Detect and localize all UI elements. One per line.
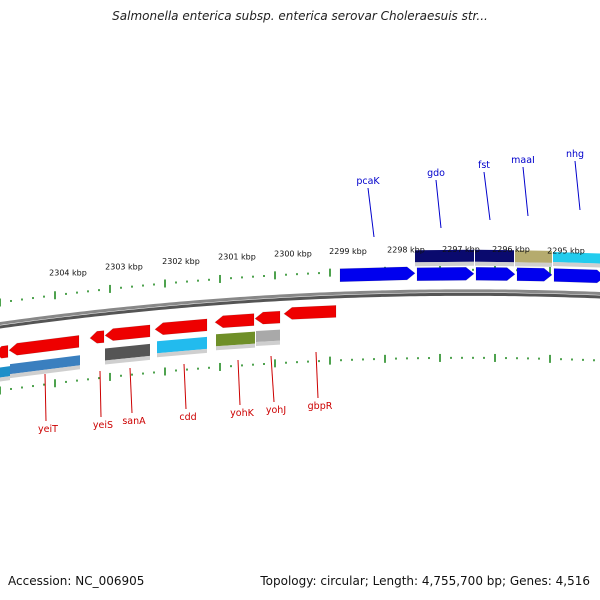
kbp-label: 2300 kbp <box>274 249 312 258</box>
cog-box-shade <box>415 261 474 267</box>
reverse-gene-arrow <box>254 310 281 325</box>
gene-label-sanA: sanA <box>122 416 146 427</box>
cog-box <box>0 366 10 378</box>
cog-box <box>256 329 280 342</box>
label-line <box>237 359 241 406</box>
tick-marks <box>0 265 595 395</box>
kbp-label: 2299 kbp <box>329 247 367 256</box>
label-line <box>99 370 102 418</box>
label-line <box>129 367 133 414</box>
reverse-gene-arrow <box>214 313 255 329</box>
cog-box-shade <box>256 340 280 346</box>
label-lines <box>44 160 581 422</box>
cog-box <box>515 250 552 263</box>
label-line <box>367 187 375 238</box>
cog-box <box>553 252 600 264</box>
kbp-label: 2296 kbp <box>492 245 530 254</box>
gene-label-gdo: gdo <box>427 168 445 179</box>
cog-box <box>475 249 514 263</box>
cog-box-shade <box>553 262 600 268</box>
gene-label-gbpR: gbpR <box>308 401 333 412</box>
kbp-label: 2301 kbp <box>218 253 256 262</box>
gene-label-maaI: maaI <box>511 155 535 166</box>
label-line <box>44 373 47 422</box>
label-line <box>522 166 529 217</box>
cog-box <box>415 249 474 263</box>
label-line <box>315 351 319 399</box>
gene-label-nhg: nhg <box>566 149 584 160</box>
feature-tracks <box>0 266 600 359</box>
backbone-line <box>0 289 600 326</box>
cog-box-shade <box>515 262 552 267</box>
forward-gene-arrow <box>553 268 600 284</box>
gene-label-yohK: yohK <box>230 408 254 419</box>
accession-text: Accession: NC_006905 <box>8 574 145 588</box>
kbp-label: 2295 kbp <box>547 246 585 255</box>
kbp-label: 2302 kbp <box>162 257 200 266</box>
gene-label-yeiS: yeiS <box>93 420 113 431</box>
forward-gene-arrow <box>516 267 553 282</box>
cog-box <box>105 343 150 361</box>
forward-gene-arrow <box>339 266 416 283</box>
cog-box <box>216 331 255 347</box>
label-line <box>270 355 275 403</box>
kbp-label: 2298 kbp <box>387 245 425 254</box>
reverse-gene-arrow <box>8 335 80 356</box>
cog-box <box>10 355 80 375</box>
label-line <box>483 171 491 221</box>
reverse-gene-arrow <box>283 305 337 320</box>
labels: 2295 kbp 2296 kbp 2297 kbp 2298 kbp 2299 kbp… <box>38 149 585 435</box>
cog-box-shade <box>475 261 514 267</box>
label-line <box>574 160 581 211</box>
gene-label-cdd: cdd <box>179 412 196 423</box>
cog-box <box>157 336 207 354</box>
cog-box-shade <box>216 343 255 351</box>
cog-box-shade <box>10 365 80 379</box>
gene-label-yohJ: yohJ <box>266 405 286 416</box>
cog-box-shade <box>157 348 207 358</box>
label-line <box>183 363 187 410</box>
map-title: Salmonella enterica subsp. enterica sero… <box>112 9 488 23</box>
gene-label-pcaK: pcaK <box>356 176 380 187</box>
label-line <box>435 179 442 229</box>
kbp-label: 2303 kbp <box>105 262 143 271</box>
gene-label-fst: fst <box>478 160 490 171</box>
cog-track <box>0 249 600 382</box>
forward-gene-arrow <box>416 266 475 282</box>
backbone <box>0 289 600 329</box>
kbp-label: 2304 kbp <box>49 269 87 278</box>
reverse-gene-arrow <box>154 318 208 336</box>
reverse-gene-arrow <box>0 345 9 359</box>
kbp-label: 2297 kbp <box>442 245 480 254</box>
reverse-gene-arrow <box>89 330 105 344</box>
forward-gene-arrow <box>475 266 516 281</box>
cog-box-shade <box>105 355 150 365</box>
backbone-shadow <box>0 292 600 329</box>
reverse-gene-arrow <box>104 324 151 341</box>
gene-label-yeiT: yeiT <box>38 424 58 435</box>
cog-box-shade <box>0 376 10 382</box>
summary-text: Topology: circular; Length: 4,755,700 bp… <box>260 574 590 588</box>
